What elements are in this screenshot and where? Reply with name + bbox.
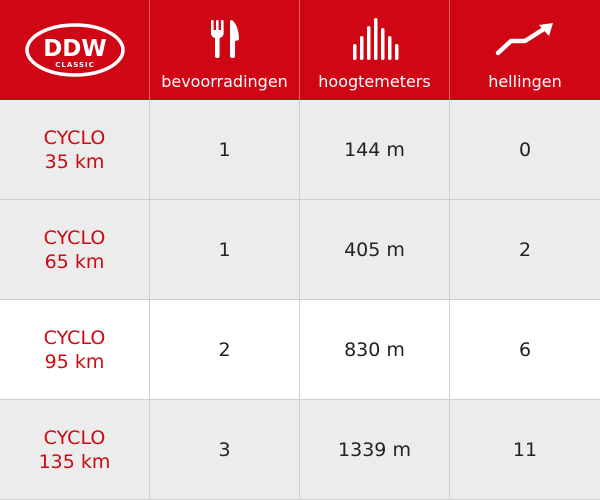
route-type: CYCLO [43,126,106,149]
route-distance-cell: CYCLO 95 km [0,300,150,400]
route-distance-cell: CYCLO 135 km [0,400,150,500]
hellingen-value: 6 [450,300,600,400]
bevoorradingen-value: 1 [150,100,300,200]
hoogtemeters-value: 144 m [300,100,450,200]
column-header-hoogtemeters: hoogtemeters [300,0,450,100]
logo-main-text: DDW [43,36,107,62]
fork-knife-icon [210,20,239,58]
column-label: hoogtemeters [318,72,431,91]
route-distance: 65 km [44,250,105,273]
logo-cell: DDW CLASSIC [0,0,150,100]
route-type: CYCLO [43,326,106,349]
route-distance: 35 km [44,150,105,173]
route-type: CYCLO [43,426,106,449]
route-distance-cell: CYCLO 35 km [0,100,150,200]
bevoorradingen-value: 2 [150,300,300,400]
route-distance: 95 km [44,350,105,373]
column-header-bevoorradingen: bevoorradingen [150,0,300,100]
hellingen-value: 2 [450,200,600,300]
route-distance-cell: CYCLO 65 km [0,200,150,300]
hoogtemeters-value: 405 m [300,200,450,300]
column-header-hellingen: hellingen [450,0,600,100]
hoogtemeters-value: 1339 m [300,400,450,500]
route-distance: 135 km [38,450,111,473]
ddw-classic-logo: DDW CLASSIC [24,23,125,77]
trend-up-arrow-icon [495,23,553,56]
column-label: bevoorradingen [161,72,288,91]
bevoorradingen-value: 1 [150,200,300,300]
hellingen-value: 11 [450,400,600,500]
logo-sub-text: CLASSIC [55,61,95,69]
bevoorradingen-value: 3 [150,400,300,500]
hoogtemeters-value: 830 m [300,300,450,400]
hellingen-value: 0 [450,100,600,200]
route-type: CYCLO [43,226,106,249]
column-label: hellingen [488,72,562,91]
elevation-bars-icon [352,18,398,60]
